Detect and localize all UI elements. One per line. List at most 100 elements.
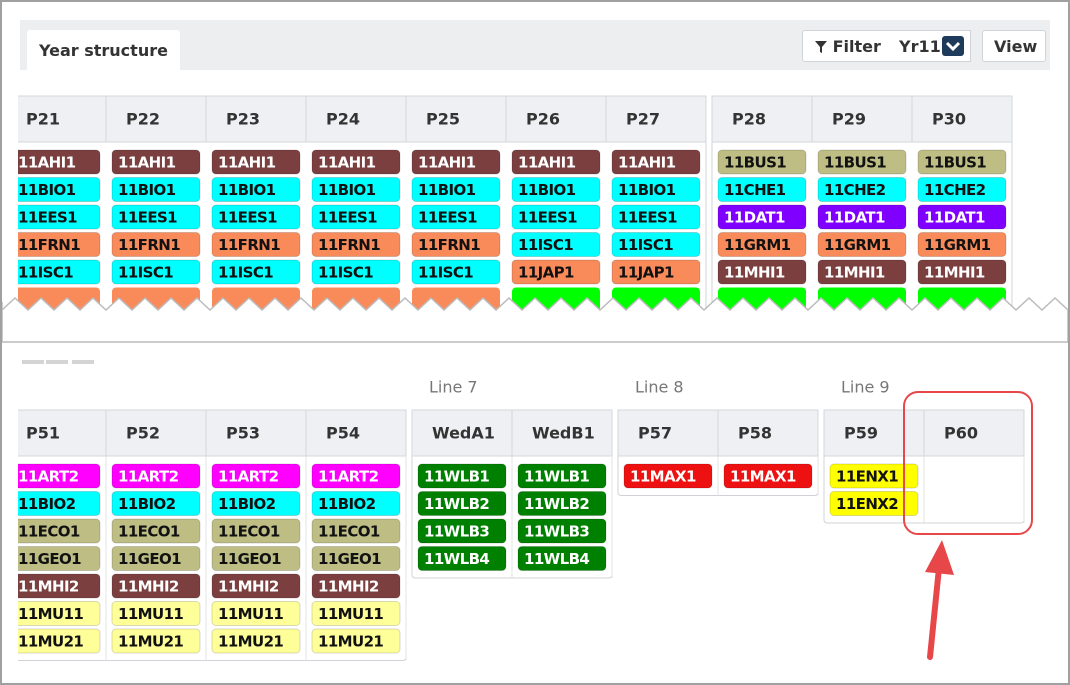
class-block[interactable] — [111, 573, 201, 599]
class-block[interactable] — [829, 491, 919, 516]
class-block[interactable] — [717, 232, 807, 257]
class-block[interactable] — [817, 232, 907, 257]
class-block[interactable] — [12, 601, 101, 626]
class-block[interactable] — [817, 177, 907, 202]
period-header — [617, 409, 719, 457]
class-block[interactable] — [111, 601, 201, 626]
class-block[interactable] — [817, 149, 907, 175]
class-block[interactable] — [917, 149, 1007, 175]
class-block[interactable] — [511, 149, 601, 175]
class-block[interactable] — [611, 259, 701, 285]
class-block[interactable] — [211, 177, 301, 202]
class-block[interactable] — [12, 149, 101, 175]
class-block[interactable] — [611, 232, 701, 257]
class-block[interactable] — [111, 628, 201, 654]
class-block[interactable] — [511, 204, 601, 230]
class-block[interactable] — [12, 573, 101, 599]
class-block[interactable] — [311, 601, 401, 626]
class-block[interactable] — [311, 177, 401, 202]
class-block[interactable] — [12, 491, 101, 516]
class-block[interactable] — [211, 546, 301, 571]
year-select[interactable]: Yr11 — [881, 30, 971, 62]
class-block[interactable] — [211, 204, 301, 230]
class-block[interactable] — [723, 463, 813, 489]
class-code: 11ART2 — [218, 468, 279, 486]
class-block[interactable] — [417, 546, 507, 571]
class-block[interactable] — [517, 491, 607, 516]
class-block[interactable] — [111, 204, 201, 230]
class-block[interactable] — [511, 259, 601, 285]
class-block[interactable] — [411, 204, 501, 230]
class-block[interactable] — [12, 177, 101, 202]
class-code: 11BUS1 — [724, 154, 786, 172]
class-block[interactable] — [211, 573, 301, 599]
class-block[interactable] — [611, 204, 701, 230]
class-block[interactable] — [311, 204, 401, 230]
class-block[interactable] — [12, 204, 101, 230]
class-block[interactable] — [917, 177, 1007, 202]
class-block[interactable] — [211, 463, 301, 489]
class-block[interactable] — [717, 149, 807, 175]
class-block[interactable] — [111, 491, 201, 516]
class-block[interactable] — [611, 149, 701, 175]
class-block[interactable] — [517, 518, 607, 544]
class-block[interactable] — [311, 628, 401, 654]
class-block[interactable] — [611, 177, 701, 202]
class-block[interactable] — [111, 149, 201, 175]
class-block[interactable] — [12, 518, 101, 544]
class-block[interactable] — [417, 518, 507, 544]
class-block[interactable] — [311, 463, 401, 489]
class-block[interactable] — [211, 601, 301, 626]
class-block[interactable] — [917, 259, 1007, 285]
class-block[interactable] — [311, 259, 401, 285]
class-block[interactable] — [12, 463, 101, 489]
class-block[interactable] — [311, 491, 401, 516]
class-block[interactable] — [511, 177, 601, 202]
class-block[interactable] — [517, 463, 607, 489]
class-block[interactable] — [12, 259, 101, 285]
class-block[interactable] — [111, 518, 201, 544]
class-block[interactable] — [817, 204, 907, 230]
class-block[interactable] — [211, 518, 301, 544]
class-block[interactable] — [12, 546, 101, 571]
class-code: 11ECO1 — [18, 523, 80, 541]
class-block[interactable] — [211, 232, 301, 257]
class-block[interactable] — [511, 232, 601, 257]
class-block[interactable] — [12, 232, 101, 257]
class-block[interactable] — [417, 491, 507, 516]
class-block[interactable] — [411, 259, 501, 285]
class-block[interactable] — [311, 149, 401, 175]
class-block[interactable] — [211, 259, 301, 285]
class-block[interactable] — [211, 628, 301, 654]
class-block[interactable] — [411, 149, 501, 175]
class-block[interactable] — [411, 177, 501, 202]
class-block[interactable] — [417, 463, 507, 489]
class-block[interactable] — [717, 204, 807, 230]
tab[interactable]: Year structure — [27, 30, 180, 70]
class-block[interactable] — [311, 546, 401, 571]
class-block[interactable] — [111, 177, 201, 202]
class-block[interactable] — [111, 463, 201, 489]
class-block[interactable] — [311, 518, 401, 544]
class-code: 11GRM1 — [824, 236, 891, 254]
class-block[interactable] — [311, 232, 401, 257]
class-code: 11AHI1 — [118, 154, 176, 172]
class-block[interactable] — [12, 628, 101, 654]
class-block[interactable] — [623, 463, 713, 489]
class-block[interactable] — [211, 149, 301, 175]
class-block[interactable] — [717, 259, 807, 285]
class-block[interactable] — [917, 204, 1007, 230]
view-button[interactable]: View — [982, 30, 1046, 62]
class-block[interactable] — [817, 259, 907, 285]
class-block[interactable] — [111, 259, 201, 285]
class-block[interactable] — [717, 177, 807, 202]
arrow — [927, 565, 942, 660]
class-block[interactable] — [211, 491, 301, 516]
class-block[interactable] — [829, 463, 919, 489]
class-block[interactable] — [111, 546, 201, 571]
class-block[interactable] — [411, 232, 501, 257]
class-block[interactable] — [517, 546, 607, 571]
class-block[interactable] — [311, 573, 401, 599]
class-block[interactable] — [917, 232, 1007, 257]
class-block[interactable] — [111, 232, 201, 257]
